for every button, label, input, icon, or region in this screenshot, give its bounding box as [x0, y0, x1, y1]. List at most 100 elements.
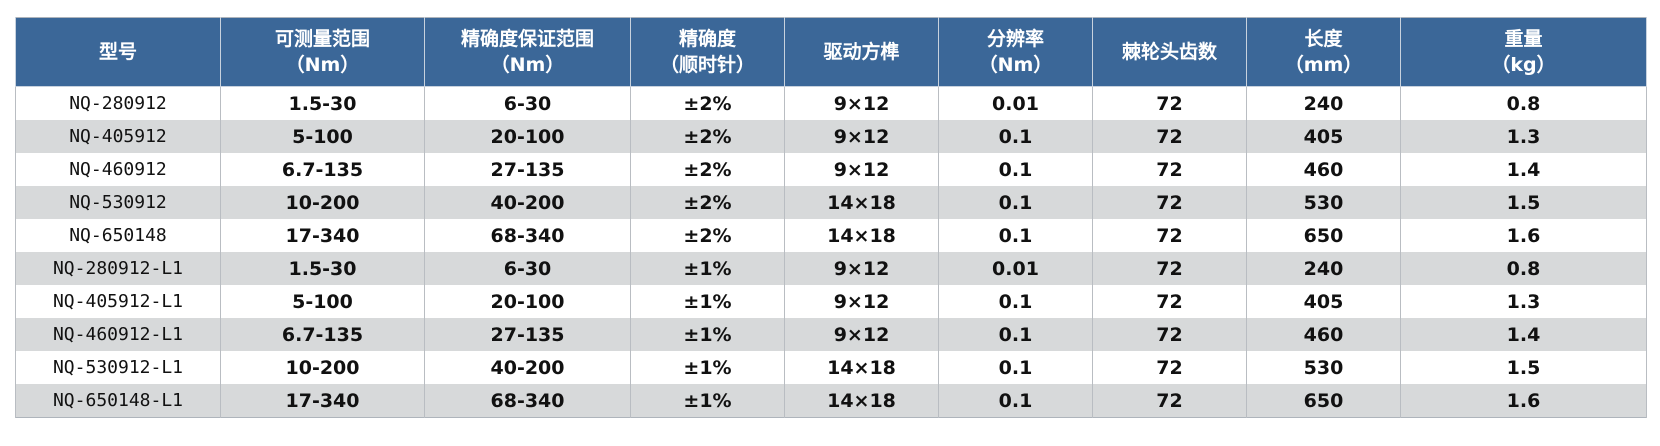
cell-weight: 1.3 [1400, 285, 1647, 318]
cell-resolution: 0.1 [938, 186, 1093, 219]
cell-weight: 1.4 [1400, 153, 1647, 186]
cell-accuracy-range: 6-30 [424, 86, 631, 120]
cell-accuracy: ±2% [630, 219, 785, 252]
cell-weight: 1.6 [1400, 384, 1647, 418]
cell-accuracy: ±1% [630, 351, 785, 384]
cell-drive-square: 14×18 [784, 351, 939, 384]
cell-drive-square: 14×18 [784, 186, 939, 219]
cell-weight: 0.8 [1400, 86, 1647, 120]
cell-weight: 1.5 [1400, 186, 1647, 219]
cell-resolution: 0.1 [938, 219, 1093, 252]
cell-model: NQ-280912 [15, 86, 221, 120]
cell-length: 240 [1246, 252, 1401, 285]
cell-drive-square: 9×12 [784, 252, 939, 285]
cell-accuracy-range: 27-135 [424, 153, 631, 186]
cell-resolution: 0.1 [938, 120, 1093, 153]
cell-model: NQ-280912-L1 [15, 252, 221, 285]
cell-accuracy: ±2% [630, 120, 785, 153]
cell-accuracy-range: 27-135 [424, 318, 631, 351]
cell-length: 650 [1246, 219, 1401, 252]
header-accuracy: 精确度 （顺时针） [630, 17, 785, 87]
cell-length: 240 [1246, 86, 1401, 120]
cell-weight: 0.8 [1400, 252, 1647, 285]
cell-resolution: 0.1 [938, 351, 1093, 384]
cell-resolution: 0.1 [938, 153, 1093, 186]
cell-length: 530 [1246, 186, 1401, 219]
cell-accuracy: ±2% [630, 153, 785, 186]
header-row: 型号 可测量范围 （Nm） 精确度保证范围 （Nm） 精确度 （顺时针） 驱动方榫 分… [15, 17, 1647, 87]
cell-weight: 1.3 [1400, 120, 1647, 153]
cell-resolution: 0.01 [938, 252, 1093, 285]
cell-accuracy: ±1% [630, 384, 785, 418]
cell-measure-range: 10-200 [220, 351, 425, 384]
cell-model: NQ-460912-L1 [15, 318, 221, 351]
cell-accuracy-range: 20-100 [424, 120, 631, 153]
header-measure-range: 可测量范围 （Nm） [220, 17, 425, 87]
cell-ratchet-teeth: 72 [1092, 86, 1247, 120]
cell-model: NQ-650148 [15, 219, 221, 252]
table-row: NQ-530912 10-200 40-200 ±2% 14×18 0.1 72 530 1.5 [15, 186, 1647, 219]
cell-ratchet-teeth: 72 [1092, 186, 1247, 219]
cell-drive-square: 14×18 [784, 219, 939, 252]
cell-drive-square: 9×12 [784, 86, 939, 120]
header-accuracy-range: 精确度保证范围 （Nm） [424, 17, 631, 87]
cell-ratchet-teeth: 72 [1092, 153, 1247, 186]
cell-accuracy-range: 20-100 [424, 285, 631, 318]
header-length: 长度 （mm） [1246, 17, 1401, 87]
cell-measure-range: 6.7-135 [220, 318, 425, 351]
cell-resolution: 0.1 [938, 318, 1093, 351]
table-row: NQ-530912-L1 10-200 40-200 ±1% 14×18 0.1 72 530… [15, 351, 1647, 384]
cell-weight: 1.5 [1400, 351, 1647, 384]
cell-ratchet-teeth: 72 [1092, 318, 1247, 351]
cell-drive-square: 9×12 [784, 120, 939, 153]
spec-table: 型号 可测量范围 （Nm） 精确度保证范围 （Nm） 精确度 （顺时针） 驱动方榫 分… [15, 17, 1647, 418]
cell-resolution: 0.01 [938, 86, 1093, 120]
cell-accuracy-range: 68-340 [424, 219, 631, 252]
table-header: 型号 可测量范围 （Nm） 精确度保证范围 （Nm） 精确度 （顺时针） 驱动方榫 分… [15, 17, 1647, 87]
cell-resolution: 0.1 [938, 285, 1093, 318]
cell-length: 405 [1246, 120, 1401, 153]
cell-weight: 1.4 [1400, 318, 1647, 351]
cell-length: 650 [1246, 384, 1401, 418]
cell-measure-range: 17-340 [220, 219, 425, 252]
cell-measure-range: 6.7-135 [220, 153, 425, 186]
cell-accuracy-range: 40-200 [424, 186, 631, 219]
cell-measure-range: 5-100 [220, 120, 425, 153]
cell-accuracy: ±2% [630, 86, 785, 120]
cell-model: NQ-650148-L1 [15, 384, 221, 418]
header-resolution: 分辨率 （Nm） [938, 17, 1093, 87]
cell-drive-square: 9×12 [784, 153, 939, 186]
table-row: NQ-650148-L1 17-340 68-340 ±1% 14×18 0.1 72 650… [15, 384, 1647, 418]
cell-accuracy-range: 68-340 [424, 384, 631, 418]
table-row: NQ-405912-L1 5-100 20-100 ±1% 9×12 0.1 72 405 1.… [15, 285, 1647, 318]
cell-accuracy-range: 40-200 [424, 351, 631, 384]
cell-accuracy: ±1% [630, 318, 785, 351]
cell-length: 460 [1246, 318, 1401, 351]
cell-model: NQ-530912 [15, 186, 221, 219]
cell-measure-range: 1.5-30 [220, 86, 425, 120]
cell-accuracy: ±1% [630, 252, 785, 285]
cell-accuracy: ±2% [630, 186, 785, 219]
table-body: NQ-280912 1.5-30 6-30 ±2% 9×12 0.01 72 240 0.8 NQ… [15, 86, 1647, 418]
cell-ratchet-teeth: 72 [1092, 384, 1247, 418]
table-row: NQ-405912 5-100 20-100 ±2% 9×12 0.1 72 405 1.3 [15, 120, 1647, 153]
cell-drive-square: 14×18 [784, 384, 939, 418]
cell-length: 405 [1246, 285, 1401, 318]
header-model: 型号 [15, 17, 221, 87]
cell-drive-square: 9×12 [784, 285, 939, 318]
cell-drive-square: 9×12 [784, 318, 939, 351]
cell-ratchet-teeth: 72 [1092, 285, 1247, 318]
cell-ratchet-teeth: 72 [1092, 219, 1247, 252]
cell-weight: 1.6 [1400, 219, 1647, 252]
cell-accuracy: ±1% [630, 285, 785, 318]
table-row: NQ-650148 17-340 68-340 ±2% 14×18 0.1 72 650 1.6 [15, 219, 1647, 252]
cell-accuracy-range: 6-30 [424, 252, 631, 285]
table-row: NQ-280912-L1 1.5-30 6-30 ±1% 9×12 0.01 72 240 0.… [15, 252, 1647, 285]
cell-model: NQ-460912 [15, 153, 221, 186]
cell-length: 530 [1246, 351, 1401, 384]
cell-model: NQ-405912 [15, 120, 221, 153]
cell-ratchet-teeth: 72 [1092, 120, 1247, 153]
cell-measure-range: 17-340 [220, 384, 425, 418]
cell-measure-range: 10-200 [220, 186, 425, 219]
cell-model: NQ-530912-L1 [15, 351, 221, 384]
